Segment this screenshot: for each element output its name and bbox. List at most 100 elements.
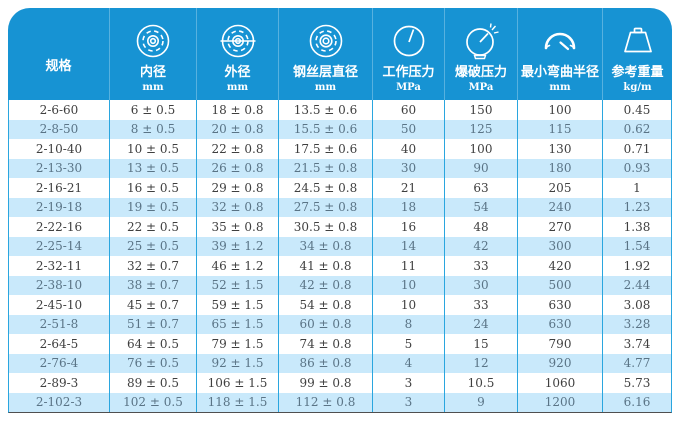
table-cell: 1.38 (623, 219, 651, 234)
table-cell: 0.93 (623, 161, 651, 176)
table-cell: 92 ± 1.5 (197, 353, 279, 373)
table-cell: 630 (518, 314, 603, 334)
table-cell: 25 ± 0.5 (110, 236, 197, 256)
table-cell: 24.5 ± 0.8 (279, 178, 373, 198)
table-cell: 17.5 ± 0.6 (279, 139, 373, 159)
table-row: 2-32-11 32 ± 0.7 46 ± 1.2 41 ± 0.8 11 33 420 1.… (9, 256, 671, 276)
table-cell: 30 (445, 275, 518, 295)
hose-spec-table: 规格 内径 mm (8, 8, 672, 413)
table-row: 2-8-50 8 ± 0.5 20 ± 0.8 15.5 ± 0.6 50 125 115 0… (9, 119, 671, 139)
table-cell: 2.44 (623, 278, 651, 293)
table-cell: 115 (518, 119, 603, 139)
table-cell: 33 (445, 295, 518, 315)
wire-layer-diameter-icon (306, 20, 346, 62)
table-header: 规格 内径 mm (8, 8, 672, 100)
spec-cell: 2-8-50 (9, 119, 110, 139)
table-row: 2-10-40 10 ± 0.5 22 ± 0.8 17.5 ± 0.6 40 100 13… (9, 139, 671, 159)
table-cell: 60 (373, 100, 445, 120)
column-label: 工作压力 (382, 65, 435, 80)
table-cell: 64 ± 0.5 (110, 334, 197, 354)
table-cell: 14 (373, 236, 445, 256)
table-cell: 45 ± 0.7 (110, 295, 197, 315)
table-cell: 102 ± 0.5 (110, 392, 197, 412)
spec-cell: 2-76-4 (9, 353, 110, 373)
table-row: 2-45-10 45 ± 0.7 59 ± 1.5 54 ± 0.8 10 33 630 3.… (9, 295, 671, 315)
table-cell: 13.5 ± 0.6 (279, 100, 373, 120)
table-row: 2-64-5 64 ± 0.5 79 ± 1.5 74 ± 0.8 5 15 790 3.74 (9, 334, 671, 354)
column-label: 外径 (224, 65, 251, 80)
table-cell: 106 ± 1.5 (197, 373, 279, 393)
table-cell: 50 (373, 119, 445, 139)
table-cell: 48 (445, 217, 518, 237)
table-cell: 20 ± 0.8 (197, 119, 279, 139)
table-cell: 9 (445, 392, 518, 412)
table-cell: 29 ± 0.8 (197, 178, 279, 198)
table-cell: 34 ± 0.8 (279, 236, 373, 256)
table-cell: 12 (445, 353, 518, 373)
column-label: 钢丝层直径 (292, 65, 358, 80)
table-cell: 3.74 (623, 336, 651, 351)
table-cell: 13 ± 0.5 (110, 158, 197, 178)
table-cell: 10 (373, 275, 445, 295)
inner-diameter-icon (133, 20, 173, 62)
table-cell: 65 ± 1.5 (197, 314, 279, 334)
table-cell: 150 (445, 100, 518, 120)
table-row: 2-13-30 13 ± 0.5 26 ± 0.8 21.5 ± 0.8 30 90 180… (9, 158, 671, 178)
table-cell: 54 ± 0.8 (279, 295, 373, 315)
table-cell: 89 ± 0.5 (110, 373, 197, 393)
column-header-inner-diameter: 内径 mm (110, 8, 197, 100)
table-cell: 79 ± 1.5 (197, 334, 279, 354)
column-label: 内径 (139, 65, 166, 80)
table-cell: 16 (373, 217, 445, 237)
table-cell: 3 (373, 373, 445, 393)
burst-pressure-gauge-icon (461, 20, 501, 62)
column-unit: mm (142, 82, 164, 93)
table-cell: 42 ± 0.8 (279, 275, 373, 295)
table-cell: 3 (373, 392, 445, 412)
table-cell: 33 (445, 256, 518, 276)
spec-cell: 2-64-5 (9, 334, 110, 354)
spec-cell: 2-25-14 (9, 236, 110, 256)
table-cell: 420 (518, 256, 603, 276)
table-cell: 100 (445, 139, 518, 159)
table-cell: 270 (518, 217, 603, 237)
column-unit: MPa (468, 82, 494, 93)
table-row: 2-6-60 6 ± 0.5 18 ± 0.8 13.5 ± 0.6 60 150 100 0… (9, 100, 671, 120)
column-unit: mm (314, 82, 337, 93)
column-header-ref-weight: 参考重量 kg/m (603, 8, 672, 100)
spec-cell: 2-22-16 (9, 217, 110, 237)
column-unit: MPa (396, 82, 421, 93)
bend-radius-icon (540, 20, 580, 62)
table-cell: 16 ± 0.5 (110, 178, 197, 198)
table-cell: 8 ± 0.5 (110, 119, 197, 139)
table-cell: 1.92 (623, 258, 651, 273)
table-cell: 10.5 (445, 373, 518, 393)
column-label: 规格 (45, 59, 72, 74)
table-cell: 130 (518, 139, 603, 159)
table-cell: 4 (373, 353, 445, 373)
spec-cell: 2-89-3 (9, 373, 110, 393)
table-cell: 8 (373, 314, 445, 334)
table-row: 2-51-8 51 ± 0.7 65 ± 1.5 60 ± 0.8 8 24 630 3.28 (9, 314, 671, 334)
table-cell: 63 (445, 178, 518, 198)
table-cell: 60 ± 0.8 (279, 314, 373, 334)
table-cell: 205 (518, 178, 603, 198)
table-cell: 38 ± 0.7 (110, 275, 197, 295)
table-cell: 1060 (518, 373, 603, 393)
table-cell: 15.5 ± 0.6 (279, 119, 373, 139)
weight-icon (618, 20, 658, 62)
table-cell: 0.71 (623, 141, 651, 156)
table-cell: 21.5 ± 0.8 (279, 158, 373, 178)
table-cell: 1 (633, 180, 641, 195)
table-cell: 30.5 ± 0.8 (279, 217, 373, 237)
table-row: 2-89-3 89 ± 0.5 106 ± 1.5 99 ± 0.8 3 10.5 1060… (9, 373, 671, 393)
table-cell: 90 (445, 158, 518, 178)
table-cell: 46 ± 1.2 (197, 256, 279, 276)
spec-cell: 2-45-10 (9, 295, 110, 315)
table-cell: 18 ± 0.8 (197, 100, 279, 120)
table-cell: 6 ± 0.5 (110, 100, 197, 120)
table-cell: 24 (445, 314, 518, 334)
table-row: 2-25-14 25 ± 0.5 39 ± 1.2 34 ± 0.8 14 42 300 1.… (9, 236, 671, 256)
spec-cell: 2-32-11 (9, 256, 110, 276)
